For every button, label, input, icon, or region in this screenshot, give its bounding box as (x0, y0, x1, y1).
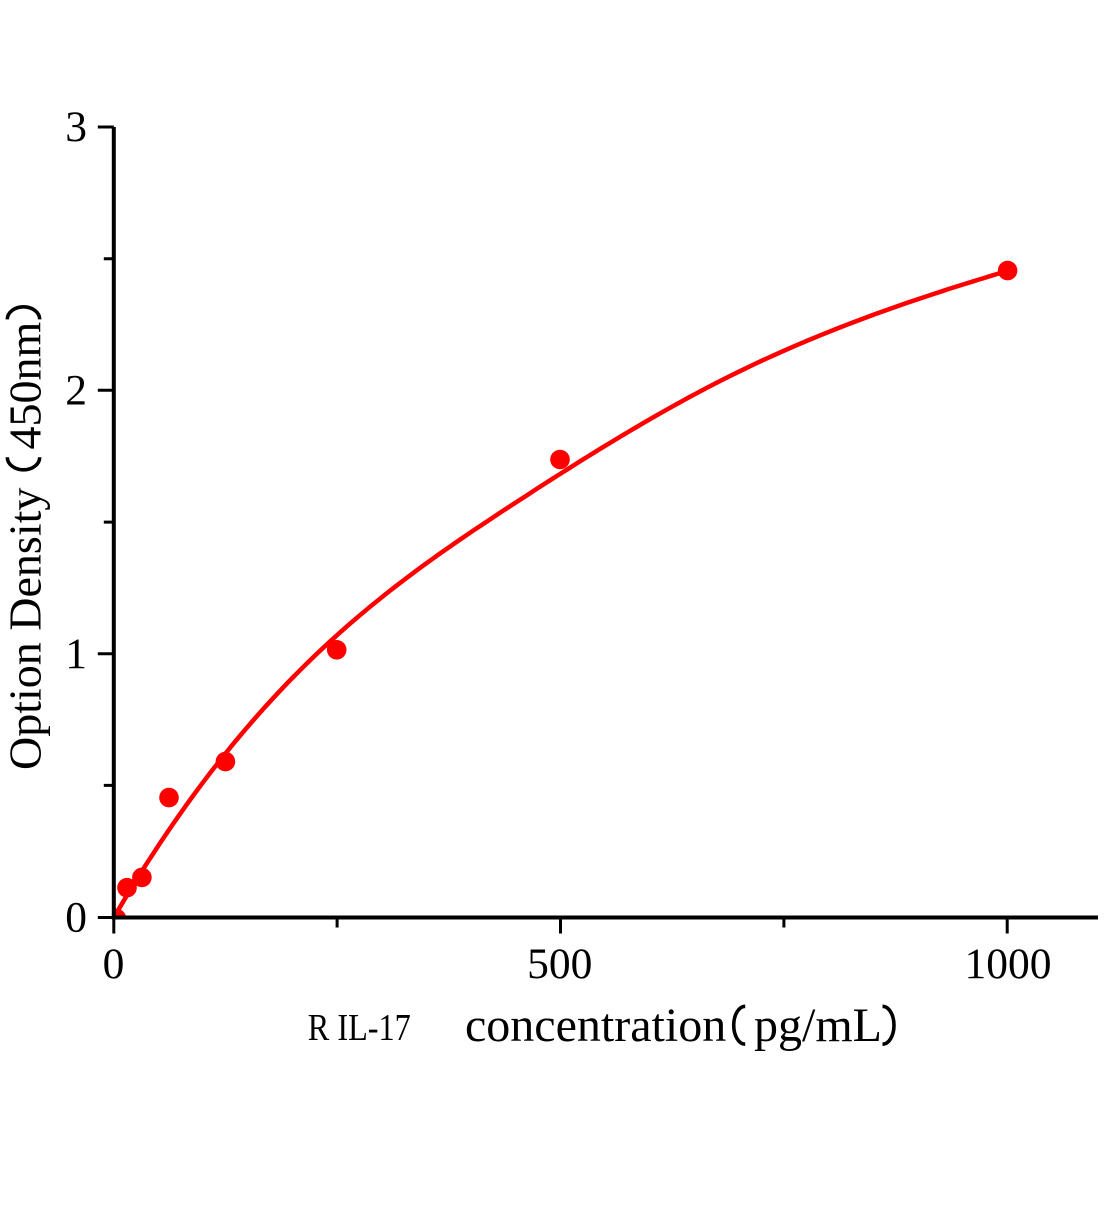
svg-text:500: 500 (527, 940, 592, 988)
svg-text:0: 0 (103, 940, 125, 988)
svg-text:1000: 1000 (965, 940, 1052, 988)
svg-text:2: 2 (65, 367, 87, 415)
svg-text:1: 1 (65, 630, 87, 678)
svg-text:concentration: concentration (465, 999, 726, 1052)
svg-text:R IL-17: R IL-17 (308, 1007, 411, 1049)
svg-text:3: 3 (65, 103, 87, 151)
svg-text:pg/mL: pg/mL (754, 999, 882, 1052)
svg-text:450nm: 450nm (0, 322, 51, 450)
svg-text:Option Density: Option Density (0, 488, 51, 770)
svg-text:0: 0 (65, 894, 87, 942)
